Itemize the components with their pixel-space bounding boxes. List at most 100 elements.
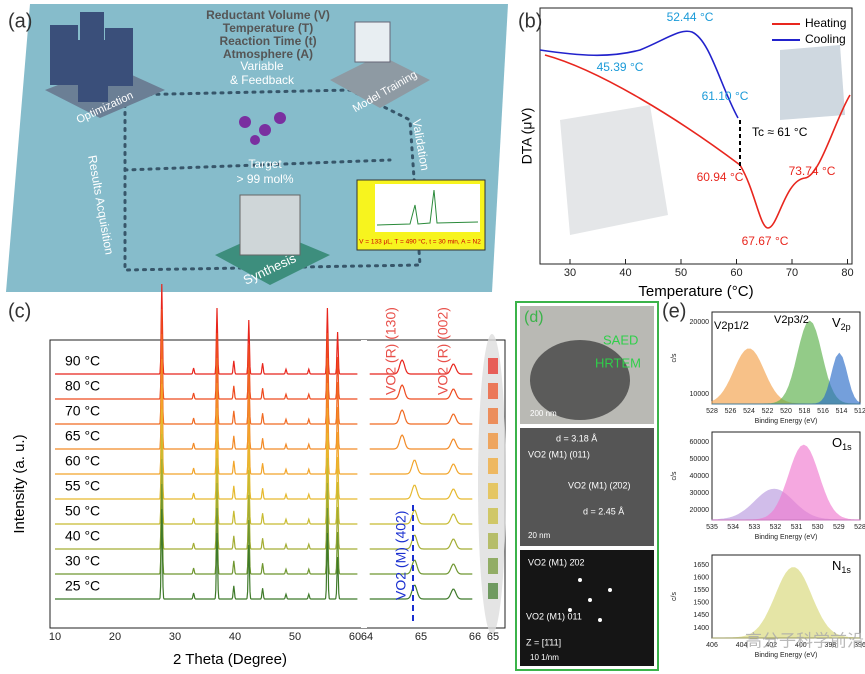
element-title: N1s: [832, 558, 851, 575]
servers: [50, 12, 133, 102]
hrtem-image: [520, 428, 654, 546]
parameter: Atmosphere (A): [223, 47, 313, 61]
model-base: [330, 55, 430, 108]
x-tick-label: 50: [289, 631, 301, 643]
x-tick-label: 10: [49, 631, 61, 643]
y-tick-label: 1450: [693, 612, 709, 619]
x-tick-label: 528: [854, 524, 865, 531]
xrd-traces: 90 °C 80 °C 70 °C 65 °C 60 °C 55 °C 50 °C 40 °C…: [55, 283, 498, 600]
zoom-peak: [488, 358, 498, 374]
xrd-trace: [55, 408, 358, 500]
parameter: Reductant Volume (V): [206, 8, 330, 22]
scale-bar: 200 nm: [530, 409, 557, 418]
legend: Heating: [805, 16, 846, 30]
panel-label: (a): [8, 10, 32, 32]
temperature-label: 50 °C: [65, 503, 100, 519]
x-label: Binding Energy (eV): [755, 652, 818, 659]
zoom-peak: [488, 508, 498, 524]
y-tick-label: 1600: [693, 574, 709, 581]
x-tick-label: 60: [349, 631, 361, 643]
inset-area: [375, 184, 480, 232]
d-text: Z = [1̄11]: [526, 637, 561, 647]
xrd-zoom-trace: [369, 484, 473, 500]
zoom-peak: [488, 408, 498, 424]
xrd-trace: [55, 433, 358, 525]
parameter: Reaction Time (t): [219, 34, 316, 48]
x-tick-label: 528: [706, 408, 718, 415]
parameters: Reductant Volume (V)Temperature (T)React…: [206, 8, 330, 61]
panel-label: (c): [8, 300, 31, 322]
y-tick-label: 10000: [690, 391, 710, 398]
scale-bar: 20 nm: [528, 531, 551, 540]
x-tick-label: 532: [770, 524, 782, 531]
peak-label: VO2 (R) (002): [435, 307, 451, 395]
x-tick-label: 404: [736, 642, 748, 649]
xps-peak: [712, 567, 861, 639]
xrd-trace: [55, 358, 358, 450]
inset-caption: V = 133 μL, T = 490 °C, t = 30 min, A = …: [359, 238, 481, 246]
parameter: Temperature (T): [223, 21, 313, 35]
peak-label: V2p3/2: [774, 314, 809, 326]
c-ticks: 10 20 30 40 50 60 64 65 66 65: [49, 631, 499, 643]
x-tick-label: 533: [748, 524, 760, 531]
x-tick-label: 535: [706, 524, 718, 531]
xps-peak: [712, 444, 861, 521]
x-tick-label: 70: [786, 267, 798, 279]
xrd-zoom-trace: [369, 384, 473, 400]
x-tick-label: 522: [762, 408, 774, 415]
xrd-trace: [55, 383, 358, 475]
crystal: [780, 45, 845, 120]
particle: [530, 340, 630, 420]
x-tick-label: 524: [743, 408, 755, 415]
d-text: VO2 (M1) 2̄02: [528, 557, 585, 567]
temperature-label: 65 °C: [65, 428, 100, 444]
temperature-label: 80 °C: [65, 378, 100, 394]
x-tick-label: 534: [727, 524, 739, 531]
temperature-label: 40 °C: [65, 528, 100, 544]
annotation: 60.94 °C: [697, 170, 744, 184]
x-tick-label: 406: [706, 642, 718, 649]
y-tick-label: 40000: [690, 473, 710, 480]
y-tick-label: 20000: [690, 319, 710, 326]
annotation: 52.44 °C: [667, 10, 714, 24]
d-text: VO2 (M1) 011: [526, 611, 582, 621]
title-sub: 1s: [841, 565, 851, 575]
x-tick-label: 518: [799, 408, 811, 415]
xrd-zoom-trace: [369, 509, 473, 525]
x-tick-label: 30: [169, 631, 181, 643]
temperature-label: 30 °C: [65, 553, 100, 569]
xrd-zoom-trace: [369, 409, 473, 425]
panel-label: (d): [524, 309, 544, 326]
x-tick-label: 50: [675, 267, 687, 279]
x-tick-label: 516: [817, 408, 829, 415]
panel-label: (b): [518, 10, 542, 32]
x-tick-label: 40: [619, 267, 631, 279]
x-tick-label: 530: [812, 524, 824, 531]
saed-image: [520, 550, 654, 666]
y-tick-label: 1650: [693, 562, 709, 569]
xps-plots: 528 526 524 522 520 518 516 514 512 10000 20000 Bin…: [671, 311, 865, 659]
zoom-peak: [488, 558, 498, 574]
watermark: 高分子科学前沿: [745, 631, 864, 650]
x-label: Binding Energy (eV): [755, 418, 818, 425]
peak-label: VO2 (M) (402): [393, 511, 409, 600]
legend: Cooling: [805, 32, 846, 46]
x-tick-label: 64: [361, 631, 373, 643]
y-label: c/s: [671, 471, 678, 480]
title-sub: 1s: [842, 442, 852, 452]
zoom-peak: [488, 433, 498, 449]
zoom-peak: [488, 583, 498, 599]
x-label: Temperature (°C): [638, 283, 753, 300]
panel-label: (e): [662, 300, 686, 322]
x-tick-label: 40: [229, 631, 241, 643]
temperature-label: 60 °C: [65, 453, 100, 469]
xrd-trace: [55, 458, 358, 550]
d-text: VO2 (M1) (2̄02): [568, 480, 631, 490]
xrd-zoom-trace: [369, 584, 473, 600]
xrd-trace: [55, 283, 358, 375]
y-tick-label: 50000: [690, 456, 710, 463]
y-tick-label: 1400: [693, 625, 709, 632]
xrd-zoom-trace: [369, 559, 473, 575]
